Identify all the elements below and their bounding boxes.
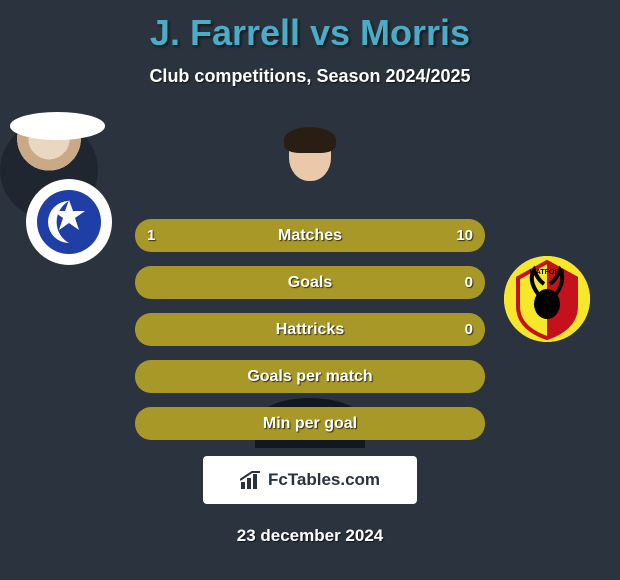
comparison-bars: 110Matches0Goals0HattricksGoals per matc… xyxy=(135,219,485,440)
stat-bar: 0Goals xyxy=(135,266,485,299)
bar-chart-icon xyxy=(240,471,262,489)
page-title: J. Farrell vs Morris xyxy=(0,0,620,54)
watford-icon: WATFORD xyxy=(504,256,590,342)
portsmouth-icon xyxy=(32,185,106,259)
stat-value-left: 1 xyxy=(147,219,155,252)
player-left-avatar xyxy=(10,112,105,140)
svg-text:WATFORD: WATFORD xyxy=(530,269,565,276)
stat-value-right: 0 xyxy=(465,266,473,299)
stat-value-right: 10 xyxy=(456,219,473,252)
snapshot-date: 23 december 2024 xyxy=(0,526,620,546)
club-right-badge: WATFORD xyxy=(504,256,590,342)
banner-text: FcTables.com xyxy=(268,470,380,490)
stat-bar: 110Matches xyxy=(135,219,485,252)
fctables-banner[interactable]: FcTables.com xyxy=(203,456,417,504)
stat-bar: 0Hattricks xyxy=(135,313,485,346)
page-subtitle: Club competitions, Season 2024/2025 xyxy=(0,66,620,87)
club-left-badge xyxy=(26,179,112,265)
stat-bar: Min per goal xyxy=(135,407,485,440)
comparison-area: WATFORD 110Matches0Goals0HattricksGoals … xyxy=(0,121,620,440)
stat-bar: Goals per match xyxy=(135,360,485,393)
stat-value-right: 0 xyxy=(465,313,473,346)
